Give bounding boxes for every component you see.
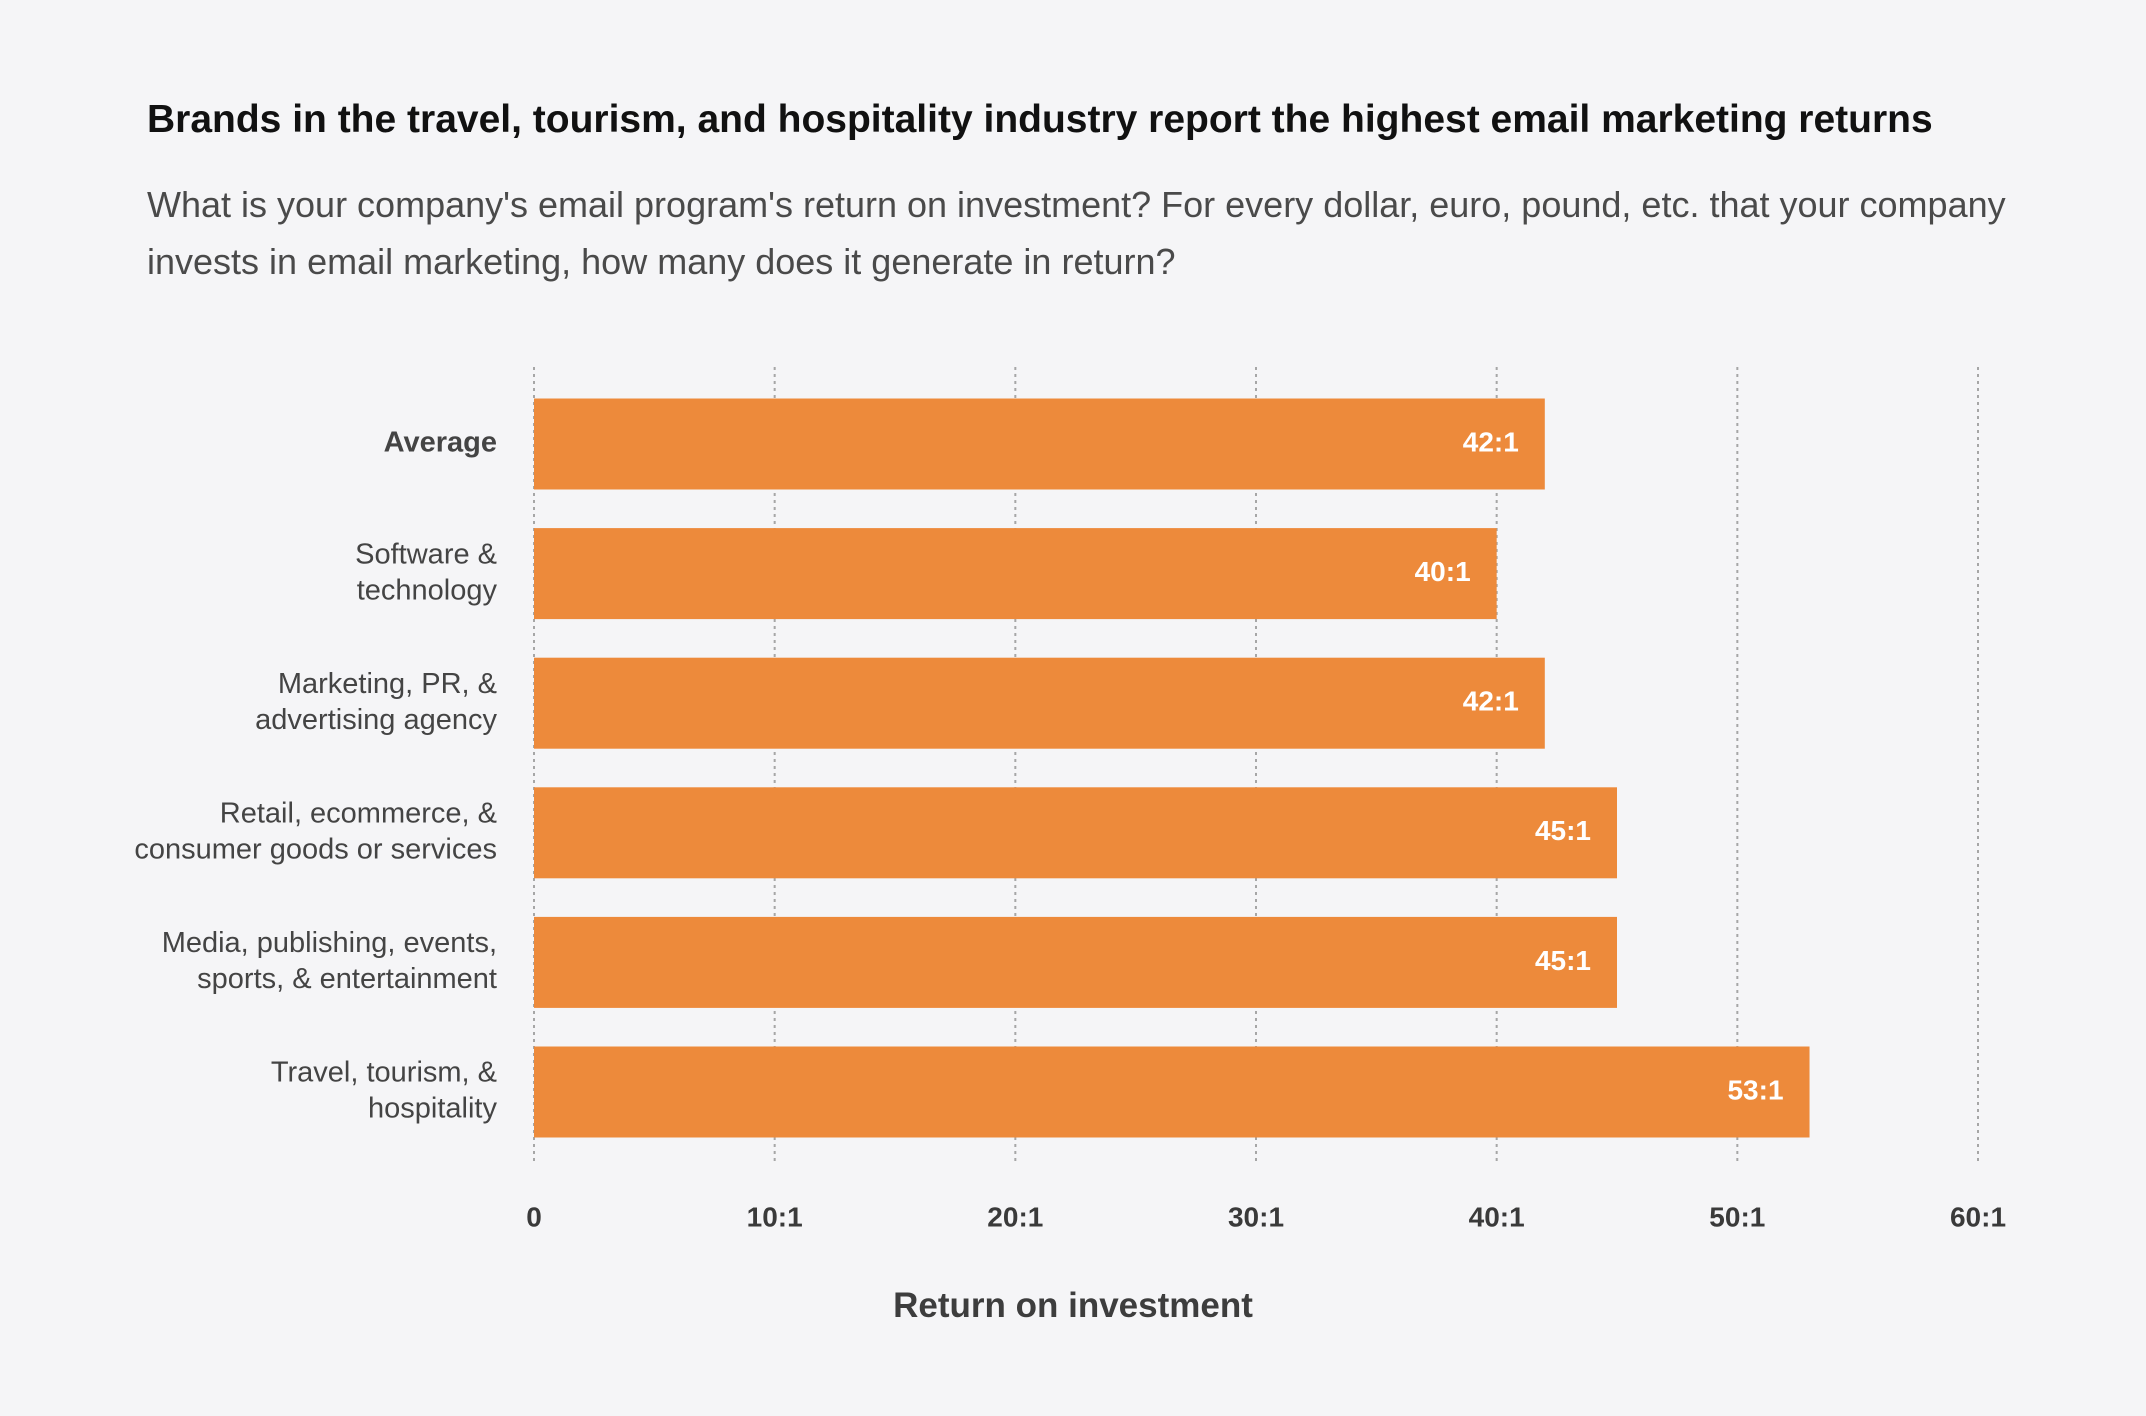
bars: 42:1 40:1 42:1 45:1 45:1 53:1 [534, 398, 1810, 1138]
category-label-line: Travel, tourism, & [271, 1057, 497, 1089]
bar [534, 916, 1617, 1008]
bar-value-label: 45:1 [1535, 945, 1591, 976]
bar-value-label: 42:1 [1463, 686, 1519, 717]
category-label-line: Media, publishing, events, [162, 927, 497, 959]
category-labels: Average Software & technology Marketing, PR… [134, 427, 497, 1125]
category-label-line: Average [384, 427, 497, 459]
bar [534, 528, 1497, 620]
category-label: Media, publishing, events, sports, & ente… [162, 927, 497, 995]
bar-value-label: 42:1 [1463, 426, 1519, 457]
category-label-line: Marketing, PR, & [278, 668, 497, 700]
chart-subtitle: What is your company's email program's r… [147, 184, 2006, 282]
bar-value-label: 53:1 [1727, 1074, 1783, 1105]
x-tick-label: 20:1 [987, 1201, 1043, 1232]
x-tick-label: 50:1 [1709, 1201, 1765, 1232]
category-label: Travel, tourism, & hospitality [271, 1057, 498, 1125]
x-tick-label: 40:1 [1469, 1201, 1525, 1232]
category-label-line: advertising agency [255, 704, 497, 736]
grid-lines [533, 367, 1979, 1165]
x-tick-label: 60:1 [1950, 1201, 2006, 1232]
x-tick-label: 0 [526, 1201, 542, 1232]
category-label-line: Software & [355, 538, 497, 570]
category-label-line: consumer goods or services [134, 833, 497, 865]
category-label-line: Retail, ecommerce, & [220, 797, 497, 829]
bar-value-label: 40:1 [1415, 556, 1471, 587]
category-label: Software & technology [355, 538, 497, 606]
bar-value-label: 45:1 [1535, 815, 1591, 846]
bar [534, 1046, 1810, 1138]
category-label-line: technology [357, 574, 498, 606]
x-axis-title: Return on investment [893, 1286, 1253, 1325]
category-label: Retail, ecommerce, & consumer goods or se… [134, 797, 497, 865]
x-axis-ticks: 0 10:1 20:1 30:1 40:1 50:1 60:1 [526, 1201, 2006, 1232]
x-tick-label: 10:1 [747, 1201, 803, 1232]
category-label-line: hospitality [368, 1093, 497, 1125]
chart-title: Brands in the travel, tourism, and hospi… [147, 98, 1933, 141]
bar [534, 657, 1545, 749]
category-label: Average [384, 427, 497, 459]
x-tick-label: 30:1 [1228, 1201, 1284, 1232]
category-label: Marketing, PR, & advertising agency [255, 668, 497, 736]
bar [534, 787, 1617, 879]
bar [534, 398, 1545, 490]
category-label-line: sports, & entertainment [197, 963, 497, 995]
